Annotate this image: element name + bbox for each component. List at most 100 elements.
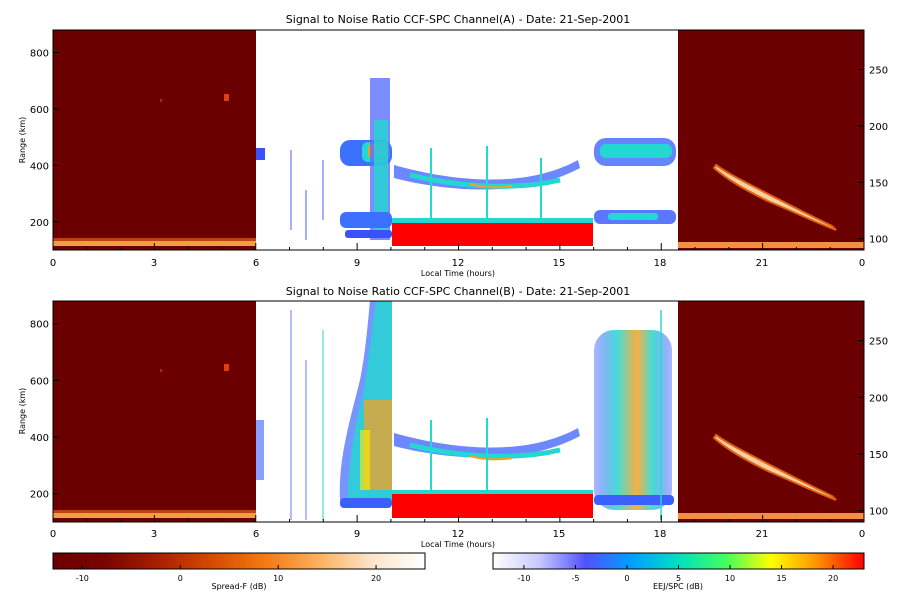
chart-b-xtick-0: 0: [50, 529, 56, 540]
panel-a-dusk-upper-core: [600, 144, 672, 158]
panel-b-day: [392, 418, 593, 518]
chart-b-ytick-right-250: 250: [869, 337, 888, 348]
colorbar-eej-tick--5: -5: [571, 574, 579, 583]
panel-a-dusk: [594, 138, 676, 224]
panel-a-dawn-lower: [340, 212, 392, 228]
panel-a-day-spike2: [486, 146, 488, 218]
panel-a-day: [392, 146, 593, 246]
panel-b-evening: [678, 301, 864, 522]
colorbar-eej-tick--10: -10: [517, 574, 530, 583]
chart-a-plot: [52, 29, 865, 251]
chart-a-ytick-left-200: 200: [30, 218, 49, 229]
panel-b-night-spot2: [160, 369, 162, 372]
panel-a-night: [53, 30, 256, 250]
panel-a-evening: [678, 30, 864, 250]
panel-b-dusk: [594, 310, 674, 520]
panel-a-evening-streak: [712, 163, 837, 231]
panel-a-dawn: [256, 78, 392, 240]
chart-b-xtick-6: 6: [253, 529, 259, 540]
panel-b-day-spike2: [486, 418, 488, 490]
chart-a-xtick-21: 21: [756, 258, 769, 269]
chart-b-ytick-right-200: 200: [869, 393, 888, 404]
chart-b-xtick-12: 12: [452, 529, 465, 540]
colorbar-eej-tick-5: 5: [676, 574, 681, 583]
chart-b-xlabel: Local Time (hours): [421, 540, 495, 549]
colorbar-spread-f-label: Spread-F (dB): [211, 582, 266, 591]
panel-b-night-spot: [224, 364, 229, 371]
panel-a-day-spike3: [540, 158, 542, 218]
colorbar-eej-label: EEJ/SPC (dB): [653, 582, 703, 591]
chart-b-ytick-left-200: 200: [30, 490, 49, 501]
colorbar-spread-f-ticks: -10 0 10 20: [76, 565, 381, 583]
panel-b-day-arc-core: [409, 442, 561, 459]
chart-b-x-minor-ticks: [52, 515, 865, 522]
panel-b-dawn-yellow: [360, 430, 370, 490]
chart-a-ytick-left-400: 400: [30, 161, 49, 172]
panel-a-dawn-lower2: [345, 230, 392, 238]
panel-b-dawn: [256, 301, 392, 520]
chart-b-xtick-9: 9: [354, 529, 360, 540]
colorbar-spread-f: -10 0 10 20 Spread-F (dB): [52, 552, 426, 591]
panel-b-dawn-line2: [305, 360, 307, 520]
panel-b-dawn-side: [256, 420, 264, 480]
panel-a-dusk-lower-core: [608, 213, 658, 220]
panel-b-dusk-plume: [594, 330, 672, 510]
chart-b-ytick-right-150: 150: [869, 450, 888, 461]
chart-a-xlabel: Local Time (hours): [421, 269, 495, 278]
panel-b-evening-streak: [712, 433, 837, 501]
panel-b-dusk-base: [594, 495, 674, 505]
panel-a-dawn-side: [256, 148, 265, 160]
colorbar-spread-f-tick--10: -10: [76, 574, 89, 583]
panel-a-night-band-top: [53, 238, 256, 241]
panel-a-night-spot: [224, 94, 229, 101]
chart-a-y-ticks-left: 200 400 600 800: [30, 49, 59, 229]
colorbar-eej: -10 -5 0 5 10 15 20 EEJ/SPC (dB): [492, 552, 865, 591]
colorbar-eej-ticks: -10 -5 0 5 10 15 20: [517, 565, 838, 583]
chart-a-ytick-right-250: 250: [869, 65, 888, 76]
chart-a-ylabel: Range (km): [18, 117, 27, 164]
chart-a-xtick-9: 9: [354, 258, 360, 269]
colorbar-spread-f-tick-0: 0: [178, 574, 183, 583]
colorbar-eej-tick-10: 10: [725, 574, 735, 583]
colorbar-spread-f-tick-10: 10: [273, 574, 283, 583]
panel-a-dawn-speckle2: [305, 190, 307, 240]
chart-b-ytick-right-100: 100: [869, 507, 888, 518]
panel-b-day-red-block: [392, 494, 593, 518]
panel-a-day-arc-hot: [469, 183, 513, 189]
panel-b-evening-band: [678, 513, 864, 519]
panel-b-day-band-cyan: [392, 490, 593, 495]
chart-a-xtick-0: 0: [50, 258, 56, 269]
chart-a-x-ticks: 0 3 6 9 12 15 18 21 0: [50, 258, 865, 269]
panel-b-dawn-line3: [322, 330, 324, 520]
panel-a-dawn-column-core: [374, 120, 388, 230]
chart-a-y-ticks-right: 100 150 200 250: [858, 65, 888, 246]
chart-b-y-ticks-right: 100 150 200 250: [858, 337, 888, 518]
chart-b-ytick-left-600: 600: [30, 376, 49, 387]
chart-a-ytick-right-200: 200: [869, 122, 888, 133]
colorbar-eej-tick-15: 15: [776, 574, 786, 583]
panel-b-dawn-base: [340, 498, 392, 508]
chart-a-xtick-3: 3: [151, 258, 157, 269]
chart-b-x-ticks: 0 3 6 9 12 15 18 21 0: [50, 529, 865, 540]
chart-b-plot: [52, 300, 865, 523]
chart-b-ytick-left-400: 400: [30, 433, 49, 444]
colorbar-spread-f-bar: [52, 552, 426, 570]
panel-b-day-spike1: [430, 420, 432, 490]
chart-b-ytick-left-800: 800: [30, 320, 49, 331]
chart-a-x-minor-ticks: [52, 243, 865, 250]
panel-a-day-red-block: [392, 223, 593, 246]
panel-a-dawn-speckle: [290, 150, 292, 230]
chart-b-xtick-15: 15: [553, 529, 566, 540]
chart-a-xtick-24: 0: [859, 258, 865, 269]
panel-a-dawn-speckle3: [322, 160, 324, 220]
panel-a-night-spot2: [160, 99, 162, 102]
panel-b-night-band-top: [53, 510, 256, 513]
panel-a-evening-band: [678, 242, 864, 248]
chart-b-ylabel: Range (km): [18, 388, 27, 435]
chart-b-xtick-24: 0: [859, 529, 865, 540]
chart-b-xtick-3: 3: [151, 529, 157, 540]
chart-b-xtick-21: 21: [756, 529, 769, 540]
chart-a-ytick-right-100: 100: [869, 235, 888, 246]
colorbar-eej-tick-20: 20: [828, 574, 838, 583]
chart-a-ytick-left-800: 800: [30, 49, 49, 60]
